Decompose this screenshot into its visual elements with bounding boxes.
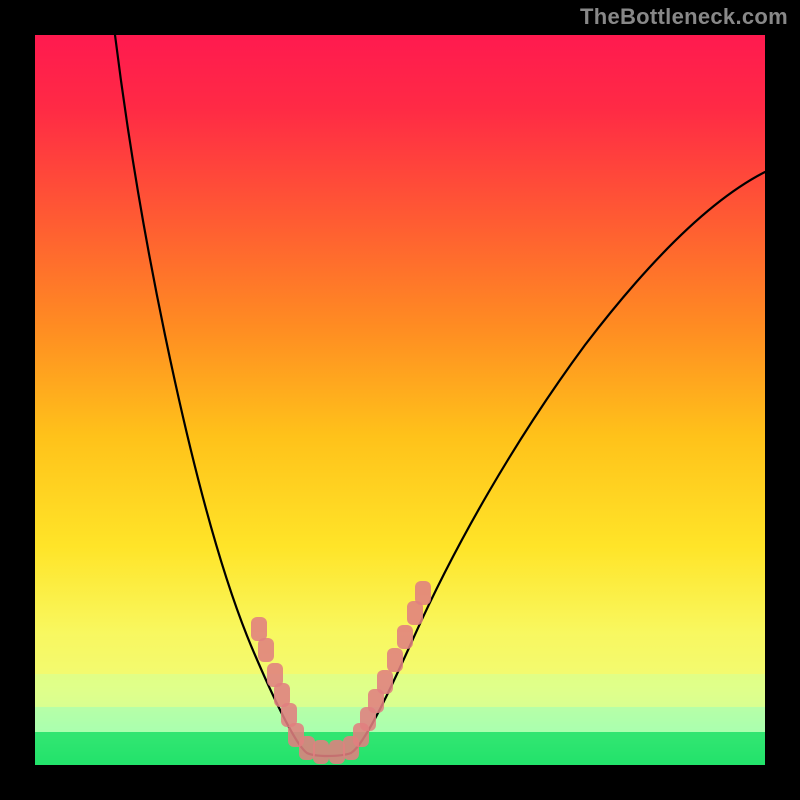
- canvas-root: TheBottleneck.com: [0, 0, 800, 800]
- markers-layer: [35, 35, 765, 765]
- marker-point: [377, 670, 393, 694]
- marker-point: [397, 625, 413, 649]
- marker-point: [329, 740, 345, 764]
- marker-point: [258, 638, 274, 662]
- marker-point: [299, 736, 315, 760]
- marker-point: [415, 581, 431, 605]
- marker-point: [313, 740, 329, 764]
- watermark-text: TheBottleneck.com: [580, 4, 788, 30]
- marker-point: [387, 648, 403, 672]
- plot-frame: [35, 35, 765, 765]
- marker-point: [251, 617, 267, 641]
